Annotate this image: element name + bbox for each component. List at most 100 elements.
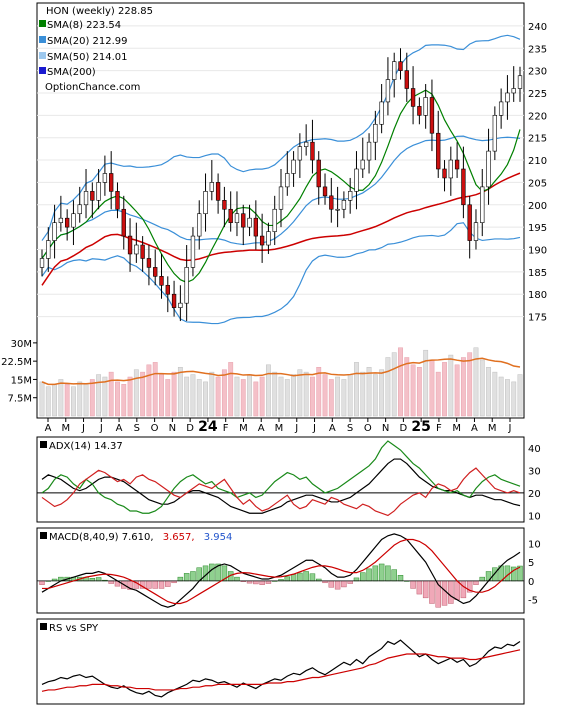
candle-body [52, 222, 57, 241]
x-tick-label: J [99, 423, 103, 434]
series-line [41, 467, 521, 517]
candle-body [285, 173, 290, 188]
rs-legend: RS vs SPY [40, 623, 99, 634]
candle-body [517, 75, 523, 89]
macd-histogram-bar [448, 580, 454, 604]
volume-bar [404, 357, 410, 417]
volume-bar [127, 376, 133, 417]
volume-bar [310, 376, 315, 417]
volume-tick-label: 15M [11, 375, 32, 386]
legend-label-sma20: SMA(20) 212.99 [47, 36, 128, 47]
candle-body [498, 101, 504, 116]
volume-bar [215, 376, 221, 417]
volume-bar [190, 374, 196, 417]
candle-body [310, 141, 315, 161]
macd-histogram-bar [416, 580, 423, 595]
volume-bar [492, 371, 498, 417]
macd-histogram-bar [353, 577, 360, 582]
volume-bar [341, 379, 347, 417]
legend-swatch-sma50 [39, 52, 46, 59]
macd-histogram-bar [177, 576, 184, 582]
price-tick-label: 210 [528, 156, 547, 167]
macd-histogram-bar [165, 580, 171, 587]
candle-body [505, 92, 510, 103]
candle-body [203, 191, 208, 215]
volume-bar [240, 379, 246, 417]
volume-bar [316, 367, 322, 417]
candle-body [77, 204, 82, 215]
volume-bar [89, 379, 95, 417]
candle-body [467, 204, 472, 241]
candle-body [90, 191, 95, 201]
x-tick-label: A [329, 423, 336, 434]
rs-legend-swatch [40, 623, 47, 630]
volume-bar [360, 371, 366, 417]
candle-body [278, 186, 284, 210]
legend-swatch-sma200 [39, 67, 46, 74]
candle-body [64, 217, 70, 228]
candle-body [171, 293, 177, 308]
volume-bar [460, 357, 466, 417]
x-tick-label: J [312, 423, 316, 434]
price-tick-label: 220 [528, 111, 547, 122]
legend-label-sma50: SMA(50) 214.01 [47, 52, 128, 63]
adx-title: ADX(14) 14.37 [49, 441, 123, 452]
candle-body [58, 217, 64, 223]
volume-bar [140, 371, 146, 417]
macd-histogram-bar [341, 580, 347, 588]
macd-histogram-bar [297, 572, 303, 582]
price-tick-label: 180 [528, 290, 547, 301]
x-tick-label: A [471, 423, 478, 434]
adx-legend: ADX(14) 14.37 [40, 441, 123, 452]
candle-body [197, 213, 202, 237]
candle-body [385, 79, 391, 103]
x-tick-label: M [61, 423, 70, 434]
macd-histogram-bar [429, 580, 435, 604]
volume-bar [278, 376, 284, 417]
x-tick-label: J [294, 423, 298, 434]
sub-tick-label: 30 [528, 466, 541, 477]
macd-histogram-bar [328, 580, 335, 588]
candle-body [348, 191, 353, 201]
volume-bar [146, 364, 152, 417]
legend-item-sma200: SMA(200) [39, 67, 96, 78]
x-tick-label: M [275, 423, 284, 434]
macd-histogram-bar [234, 576, 240, 582]
volume-bar [473, 347, 479, 417]
volume-bar [108, 371, 114, 417]
volume-bar [171, 371, 177, 417]
legend-item-sma8: SMA(8) 223.54 [39, 20, 121, 31]
candle-body [46, 240, 51, 259]
volume-bar [77, 381, 83, 417]
candle-body [159, 276, 164, 286]
macd-histogram-bar [334, 580, 341, 590]
macd-histogram-bar [454, 580, 460, 600]
macd-legend: MACD(8,40,9) 7.610, 3.657, 3.954 [40, 532, 232, 543]
price-tick-label: 240 [528, 22, 547, 33]
volume-bar [64, 384, 70, 417]
rs-title: RS vs SPY [49, 623, 99, 634]
macd-title-signal: 3.657, [163, 532, 195, 543]
price-tick-label: 225 [528, 89, 547, 100]
date-x-axis: A M J J A S O N D 24 F M A M J J A S O N D 25 F M A M J [45, 418, 512, 435]
candle-body [379, 101, 384, 125]
candle-body [259, 235, 265, 246]
bollinger-lower-line [41, 222, 521, 325]
x-tick-label: J [508, 423, 512, 434]
candle-body [140, 244, 145, 259]
volume-tick-label: 22.5M [1, 357, 32, 368]
x-tick-label: M [488, 423, 497, 434]
x-tick-label: A [45, 423, 52, 434]
volume-bar [517, 374, 523, 417]
series-line [42, 538, 521, 605]
candle-body [329, 195, 334, 210]
macd-histogram-bar [391, 569, 397, 582]
watermark: OptionChance.com [45, 82, 140, 93]
candle-body [234, 213, 240, 223]
volume-bar [177, 367, 183, 417]
candle-body [96, 182, 101, 201]
candle-body [83, 191, 89, 206]
x-tick-label: 24 [198, 419, 218, 435]
macd-histogram-bar [309, 573, 316, 582]
